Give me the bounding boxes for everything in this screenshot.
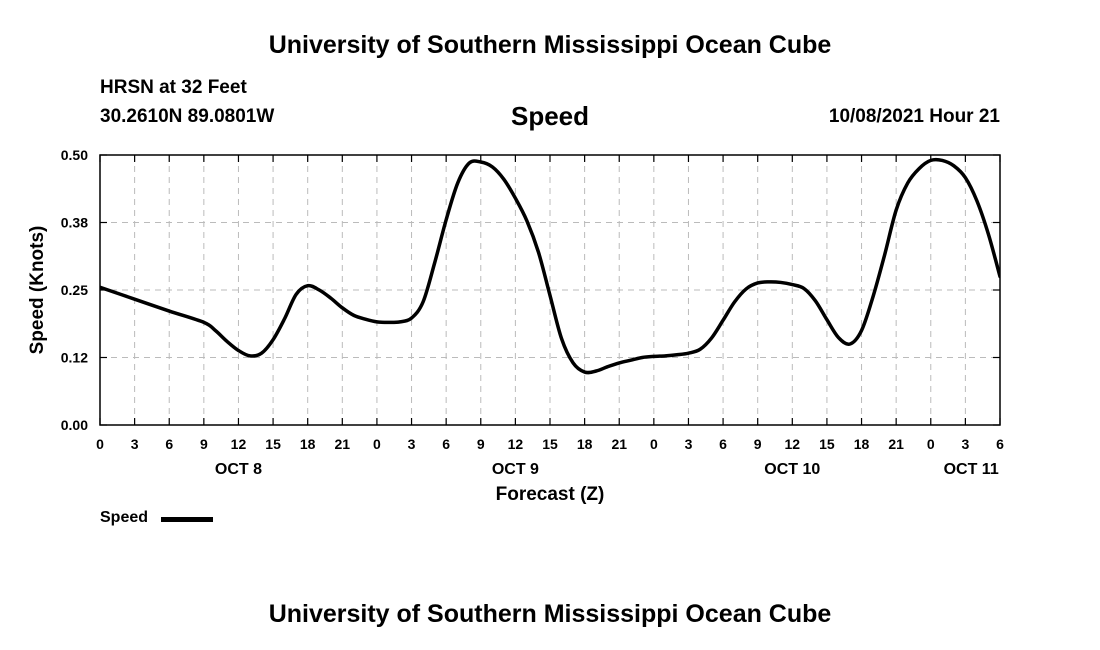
y-tick-label: 0.12 bbox=[61, 350, 88, 366]
y-axis-label: Speed (Knots) bbox=[27, 226, 48, 355]
station-coordinates: 30.2610N 89.0801W bbox=[100, 106, 275, 127]
legend-line-swatch bbox=[161, 517, 213, 522]
day-label: OCT 10 bbox=[764, 461, 820, 478]
x-tick-label: 21 bbox=[611, 436, 627, 452]
x-tick-label: 0 bbox=[650, 436, 658, 452]
variable-title: Speed bbox=[510, 101, 590, 131]
x-tick-label: 15 bbox=[542, 436, 558, 452]
x-tick-label: 3 bbox=[685, 436, 693, 452]
x-tick-label: 12 bbox=[508, 436, 524, 452]
x-tick-label: 15 bbox=[819, 436, 835, 452]
x-tick-label: 18 bbox=[577, 436, 593, 452]
x-tick-label: 6 bbox=[442, 436, 450, 452]
y-tick-label: 0.50 bbox=[61, 147, 88, 163]
x-tick-label: 6 bbox=[165, 436, 173, 452]
x-tick-label: 3 bbox=[408, 436, 416, 452]
x-tick-label: 0 bbox=[96, 436, 104, 452]
day-label: OCT 9 bbox=[492, 461, 539, 478]
footer-title: University of Southern Mississippi Ocean… bbox=[268, 600, 832, 628]
x-tick-label: 12 bbox=[231, 436, 247, 452]
x-tick-label: 15 bbox=[265, 436, 281, 452]
y-tick-label: 0.00 bbox=[61, 417, 88, 433]
x-tick-label: 9 bbox=[477, 436, 485, 452]
x-tick-label: 9 bbox=[754, 436, 762, 452]
x-tick-label: 0 bbox=[373, 436, 381, 452]
x-axis-label: Forecast (Z) bbox=[496, 484, 605, 505]
speed-series-line bbox=[100, 157, 1000, 375]
forecast-datetime: 10/08/2021 Hour 21 bbox=[828, 106, 1000, 127]
x-tick-label: 18 bbox=[854, 436, 870, 452]
x-tick-label: 0 bbox=[927, 436, 935, 452]
station-name: HRSN at 32 Feet bbox=[100, 77, 247, 98]
legend-label: Speed bbox=[100, 509, 149, 526]
chart-main-title: University of Southern Mississippi Ocean… bbox=[268, 31, 832, 59]
y-tick-label: 0.25 bbox=[61, 282, 88, 298]
x-tick-label: 9 bbox=[200, 436, 208, 452]
x-tick-label: 6 bbox=[719, 436, 727, 452]
day-label: OCT 8 bbox=[215, 461, 262, 478]
x-tick-label: 12 bbox=[785, 436, 801, 452]
x-tick-label: 21 bbox=[335, 436, 351, 452]
x-tick-label: 21 bbox=[888, 436, 904, 452]
y-tick-label: 0.38 bbox=[61, 215, 88, 231]
x-tick-label: 3 bbox=[131, 436, 139, 452]
day-label: OCT 11 bbox=[944, 461, 999, 478]
x-tick-label: 18 bbox=[300, 436, 316, 452]
x-tick-label: 6 bbox=[996, 436, 1004, 452]
x-tick-label: 3 bbox=[961, 436, 969, 452]
